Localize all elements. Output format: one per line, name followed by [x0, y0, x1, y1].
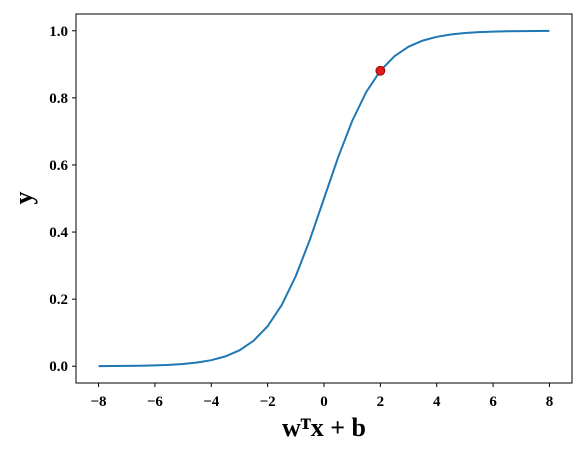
- x-axis-label: wᵀx + b: [282, 413, 366, 442]
- y-tick-label: 0.0: [49, 359, 68, 375]
- y-axis-label: y: [9, 192, 38, 205]
- y-tick-label: 0.6: [49, 158, 68, 174]
- x-tick-label: 8: [546, 394, 554, 410]
- x-tick-label: 4: [433, 394, 441, 410]
- x-tick-label: −8: [91, 394, 107, 410]
- y-tick-label: 0.2: [49, 292, 68, 308]
- y-tick-label: 1.0: [49, 24, 68, 40]
- line: [98, 29, 550, 368]
- y-tick-label: 0.8: [49, 91, 68, 107]
- marker-point: [375, 65, 386, 76]
- x-tick-label: 6: [489, 394, 497, 410]
- y-tick-label: 0.4: [49, 225, 68, 241]
- x-tick-label: −4: [203, 394, 220, 410]
- x-tick-label: 0: [320, 394, 328, 410]
- x-tick-label: −6: [147, 394, 164, 410]
- x-tick-label: 2: [377, 394, 385, 410]
- x-tick-label: −2: [260, 394, 276, 410]
